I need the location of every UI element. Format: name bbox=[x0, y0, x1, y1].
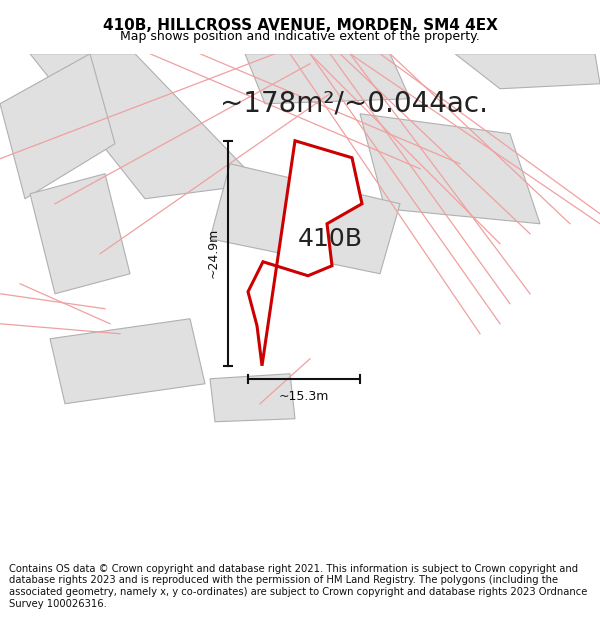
Text: ~178m²/~0.044ac.: ~178m²/~0.044ac. bbox=[220, 90, 488, 118]
Text: ~24.9m: ~24.9m bbox=[206, 228, 220, 278]
Polygon shape bbox=[30, 54, 260, 199]
Text: ~15.3m: ~15.3m bbox=[279, 390, 329, 403]
Text: 410B: 410B bbox=[298, 227, 362, 251]
Polygon shape bbox=[30, 174, 130, 294]
Text: 410B, HILLCROSS AVENUE, MORDEN, SM4 4EX: 410B, HILLCROSS AVENUE, MORDEN, SM4 4EX bbox=[103, 18, 497, 32]
Text: Map shows position and indicative extent of the property.: Map shows position and indicative extent… bbox=[120, 30, 480, 43]
Polygon shape bbox=[210, 374, 295, 422]
Polygon shape bbox=[248, 141, 362, 366]
Polygon shape bbox=[360, 114, 540, 224]
Polygon shape bbox=[50, 319, 205, 404]
Text: Contains OS data © Crown copyright and database right 2021. This information is : Contains OS data © Crown copyright and d… bbox=[9, 564, 587, 609]
Polygon shape bbox=[245, 54, 410, 104]
Polygon shape bbox=[0, 54, 115, 199]
Polygon shape bbox=[455, 54, 600, 89]
Polygon shape bbox=[210, 164, 400, 274]
